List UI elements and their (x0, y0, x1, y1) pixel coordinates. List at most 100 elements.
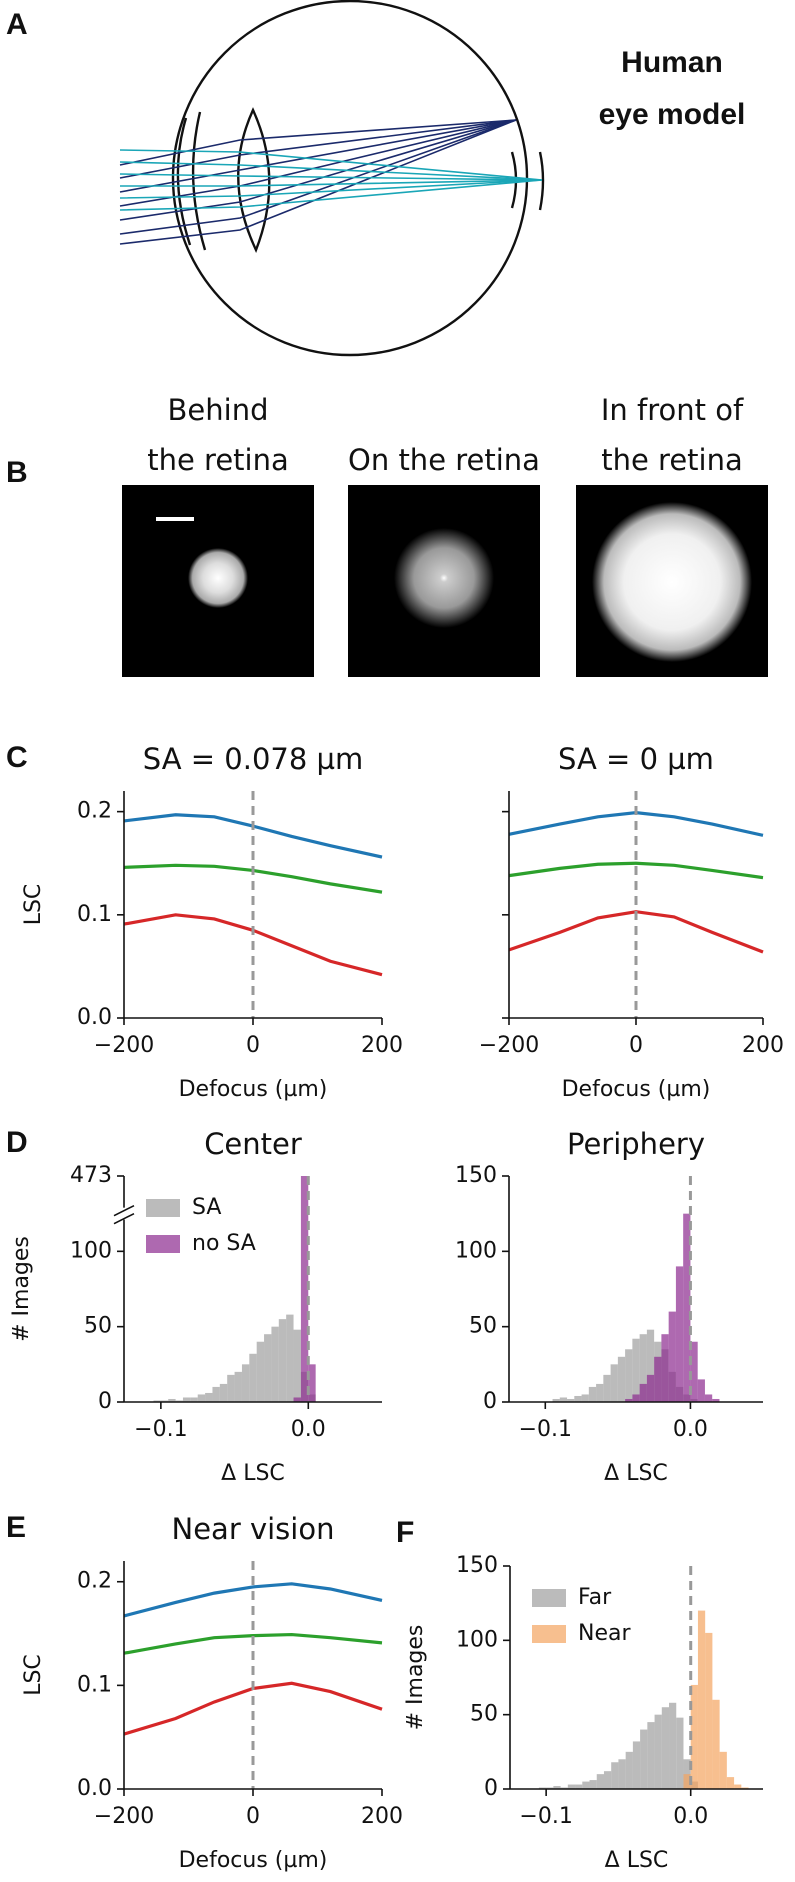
histogram-bar (646, 1374, 655, 1402)
histogram-bar (639, 1383, 647, 1402)
histogram-bar (690, 1684, 698, 1789)
histogram-bar (182, 1397, 191, 1402)
histogram-bar (190, 1397, 198, 1402)
histogram-bar (668, 1311, 676, 1402)
chart-title: SA = 0 µm (558, 742, 714, 776)
histogram-bar (676, 1717, 684, 1789)
histogram-bar (552, 1398, 560, 1402)
x-tick-label: 0.0 (291, 1417, 326, 1442)
histogram-bar (683, 1213, 691, 1402)
chart-title: Center (204, 1127, 302, 1161)
x-axis-label: Δ LSC (221, 1461, 285, 1486)
histogram-bar (168, 1398, 176, 1402)
histogram-bar (632, 1394, 640, 1402)
y-axis-label: LSC (21, 884, 46, 926)
x-axis-label: Δ LSC (605, 1848, 669, 1873)
histogram-bar (308, 1364, 316, 1402)
line (123, 1632, 383, 1655)
x-tick-label: 0 (246, 1033, 260, 1058)
x-tick-label: −200 (94, 1033, 154, 1058)
histogram-bar (278, 1319, 287, 1402)
psf-spot (188, 548, 248, 608)
y-tick-label: 50 (84, 1314, 112, 1339)
y-tick-label: 0 (98, 1389, 112, 1414)
y-axis-label: # Images (403, 1625, 428, 1731)
x-axis-label: Defocus (µm) (562, 1077, 711, 1102)
histogram-bar (559, 1397, 568, 1402)
y-tick-label: 0.0 (77, 1776, 112, 1801)
x-tick-label: −200 (479, 1033, 539, 1058)
x-tick-label: 0.0 (673, 1804, 708, 1829)
histogram-bar (256, 1341, 265, 1402)
histogram-bar (286, 1314, 294, 1402)
y-tick-label: 100 (456, 1627, 498, 1652)
legend-swatch (532, 1589, 566, 1607)
axis-break (113, 1212, 135, 1225)
x-tick-label: −0.1 (519, 1804, 572, 1829)
axis-break (113, 1204, 135, 1217)
psf-spot (592, 502, 752, 662)
y-axis-label: LSC (21, 1654, 46, 1696)
histogram-bar (581, 1394, 589, 1402)
y-tick-label: 50 (469, 1314, 497, 1339)
legend-swatch (146, 1199, 180, 1217)
chart-title: Near vision (172, 1512, 335, 1546)
histogram-bar (712, 1398, 720, 1402)
histogram-bar (589, 1780, 597, 1789)
histogram-bar (618, 1759, 626, 1789)
histogram-bar (610, 1364, 618, 1402)
histogram-bar (582, 1781, 590, 1789)
image-title: In front of (601, 393, 744, 427)
y-tick-label: 473 (70, 1163, 112, 1188)
histogram-bar (574, 1395, 582, 1402)
y-tick-label: 0.2 (77, 799, 112, 824)
x-tick-label: −0.1 (519, 1417, 572, 1442)
histogram-bar (690, 1341, 698, 1402)
histogram-bar (271, 1326, 279, 1402)
histogram-bar (249, 1353, 257, 1402)
histogram-bar (625, 1751, 633, 1789)
histogram-bar (726, 1777, 735, 1789)
histogram-bar (683, 1774, 691, 1789)
x-tick-label: 200 (361, 1804, 403, 1829)
panel-label: E (6, 1511, 26, 1544)
histogram-bar (219, 1383, 228, 1402)
histogram-bar (625, 1398, 633, 1402)
eye-title: eye model (599, 98, 746, 131)
histogram-bar (300, 1176, 309, 1402)
legend-label: SA (192, 1195, 221, 1220)
x-tick-label: 0 (629, 1033, 643, 1058)
histogram-bar (567, 1784, 576, 1789)
y-tick-label: 0.1 (77, 902, 112, 927)
legend-label: Near (578, 1621, 631, 1646)
eye-title: Human (621, 46, 723, 79)
legend-swatch (146, 1235, 180, 1253)
histogram-bar (234, 1371, 242, 1402)
y-tick-label: 0.2 (77, 1569, 112, 1594)
histogram-bar (697, 1610, 706, 1789)
histogram-bar (264, 1334, 272, 1402)
panel-label: A (6, 8, 28, 41)
histogram-bar (567, 1398, 575, 1402)
legend-swatch (532, 1625, 566, 1643)
x-tick-label: 200 (361, 1033, 403, 1058)
panel-label: B (6, 456, 28, 489)
image-title: the retina (147, 443, 289, 477)
x-tick-label: 0 (246, 1804, 260, 1829)
histogram-bar (675, 1266, 684, 1402)
histogram-bar (603, 1771, 612, 1789)
histogram-bar (603, 1374, 611, 1402)
y-tick-label: 150 (455, 1163, 497, 1188)
panel-label: C (6, 741, 28, 774)
image-title: Behind (168, 393, 269, 427)
histogram-bar (704, 1394, 713, 1402)
histogram-bar (575, 1784, 583, 1789)
image-title: the retina (601, 443, 743, 477)
panel-label: F (396, 1516, 414, 1549)
histogram-bar (553, 1786, 561, 1789)
x-tick-label: −200 (94, 1804, 154, 1829)
x-tick-label: 200 (742, 1033, 784, 1058)
x-axis-label: Defocus (µm) (179, 1848, 328, 1873)
histogram-bar (640, 1729, 648, 1789)
